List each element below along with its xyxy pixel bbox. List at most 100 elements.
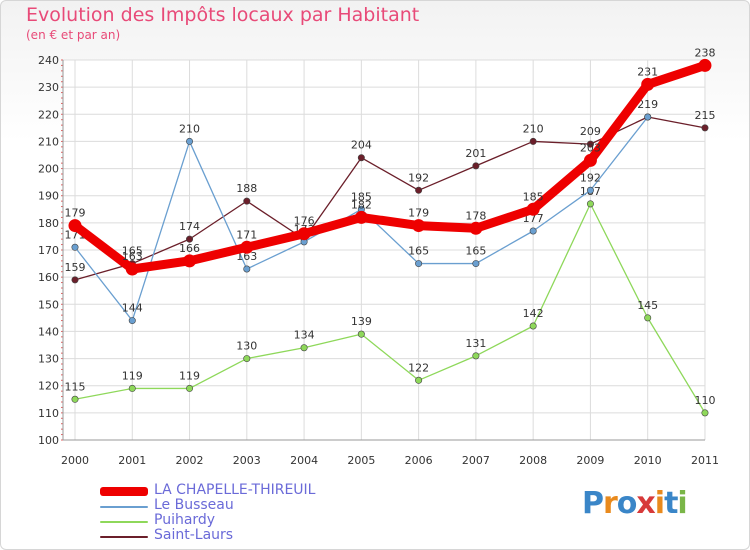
data-label: 215 bbox=[694, 109, 715, 122]
y-tick-label: 180 bbox=[38, 217, 59, 230]
y-tick-label: 230 bbox=[38, 81, 59, 94]
y-tick-label: 100 bbox=[38, 434, 59, 447]
data-point bbox=[586, 200, 594, 208]
data-label: 185 bbox=[351, 190, 372, 203]
logo-letter: r bbox=[603, 486, 618, 521]
data-point bbox=[526, 202, 540, 216]
series-line bbox=[74, 116, 706, 281]
data-label: 166 bbox=[179, 242, 200, 255]
data-label: 163 bbox=[236, 250, 257, 263]
data-point bbox=[300, 344, 308, 352]
data-label: 209 bbox=[580, 125, 601, 138]
data-point bbox=[529, 227, 537, 235]
x-tick-label: 2005 bbox=[347, 454, 375, 467]
x-tick-label: 2006 bbox=[405, 454, 433, 467]
data-label: 119 bbox=[122, 369, 143, 382]
data-point bbox=[529, 137, 537, 145]
data-label: 192 bbox=[580, 171, 601, 184]
data-label: 174 bbox=[179, 220, 200, 233]
data-point bbox=[128, 317, 136, 325]
data-label: 176 bbox=[294, 215, 315, 228]
data-label: 231 bbox=[637, 65, 658, 78]
data-point bbox=[186, 384, 194, 392]
logo-letter: x bbox=[636, 486, 655, 521]
data-point bbox=[354, 210, 368, 224]
data-point bbox=[243, 197, 251, 205]
logo-letter: t bbox=[664, 486, 678, 521]
x-tick-label: 2011 bbox=[691, 454, 719, 467]
data-point bbox=[644, 314, 652, 322]
logo-letter: i bbox=[677, 486, 687, 521]
data-point bbox=[240, 240, 254, 254]
chart-subtitle: (en € et par an) bbox=[26, 28, 121, 42]
data-label: 165 bbox=[122, 245, 143, 258]
data-point bbox=[297, 227, 311, 241]
data-point bbox=[472, 260, 480, 268]
y-tick-label: 210 bbox=[38, 135, 59, 148]
data-label: 178 bbox=[465, 209, 486, 222]
data-point bbox=[469, 221, 483, 235]
data-point bbox=[698, 58, 712, 72]
data-label: 144 bbox=[122, 302, 143, 315]
x-tick-label: 2003 bbox=[233, 454, 261, 467]
data-point bbox=[415, 376, 423, 384]
legend-swatch bbox=[100, 505, 148, 508]
y-tick-label: 220 bbox=[38, 108, 59, 121]
data-label: 188 bbox=[236, 182, 257, 195]
data-label: 131 bbox=[465, 337, 486, 350]
data-label: 145 bbox=[637, 299, 658, 312]
data-label: 134 bbox=[294, 329, 315, 342]
data-point bbox=[583, 153, 597, 167]
series-line bbox=[70, 60, 710, 274]
data-point bbox=[68, 219, 82, 233]
x-tick-label: 2001 bbox=[118, 454, 146, 467]
legend-swatch bbox=[100, 535, 148, 538]
y-tick-label: 200 bbox=[38, 163, 59, 176]
data-point bbox=[415, 186, 423, 194]
data-label: 219 bbox=[637, 98, 658, 111]
data-point bbox=[357, 154, 365, 162]
data-point bbox=[243, 355, 251, 363]
data-point bbox=[186, 235, 194, 243]
data-label: 159 bbox=[65, 261, 86, 274]
data-label: 165 bbox=[465, 245, 486, 258]
y-tick-label: 120 bbox=[38, 380, 59, 393]
x-tick-label: 2007 bbox=[462, 454, 490, 467]
legend-label: Le Busseau bbox=[154, 497, 234, 513]
legend-label: Puihardy bbox=[154, 512, 216, 528]
y-tick-label: 130 bbox=[38, 353, 59, 366]
logo-letter: i bbox=[654, 486, 665, 521]
data-point bbox=[71, 243, 79, 251]
y-tick-label: 190 bbox=[38, 190, 59, 203]
data-label: 179 bbox=[408, 207, 429, 220]
data-label: 139 bbox=[351, 315, 372, 328]
data-label: 192 bbox=[408, 171, 429, 184]
data-label: 238 bbox=[694, 46, 715, 59]
legend-swatch bbox=[100, 487, 148, 496]
data-point bbox=[472, 162, 480, 170]
data-label: 115 bbox=[65, 380, 86, 393]
logo-letter: P bbox=[582, 486, 604, 521]
legend-label: LA CHAPELLE-THIREUIL bbox=[154, 482, 316, 498]
data-point bbox=[186, 137, 194, 145]
data-point bbox=[243, 265, 251, 273]
data-point bbox=[71, 395, 79, 403]
data-point bbox=[701, 409, 709, 417]
data-point bbox=[529, 322, 537, 330]
data-label: 185 bbox=[523, 190, 544, 203]
data-label: 179 bbox=[65, 207, 86, 220]
data-point bbox=[125, 262, 139, 276]
data-label: 203 bbox=[580, 141, 601, 154]
data-label: 210 bbox=[523, 122, 544, 135]
x-tick-label: 2009 bbox=[576, 454, 604, 467]
x-tick-label: 2008 bbox=[519, 454, 547, 467]
y-tick-label: 160 bbox=[38, 271, 59, 284]
data-point bbox=[183, 254, 197, 268]
series-line bbox=[74, 203, 706, 414]
data-label: 119 bbox=[179, 369, 200, 382]
data-label: 201 bbox=[465, 147, 486, 160]
x-tick-label: 2010 bbox=[634, 454, 662, 467]
data-label: 182 bbox=[351, 198, 372, 211]
data-point bbox=[472, 352, 480, 360]
